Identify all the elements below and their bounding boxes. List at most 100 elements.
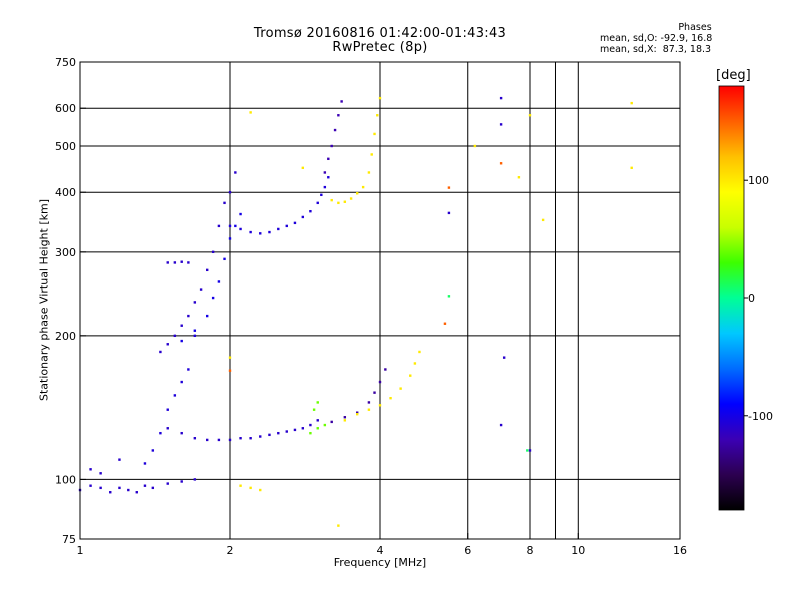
data-point bbox=[409, 374, 412, 377]
data-point bbox=[259, 488, 262, 492]
data-point bbox=[378, 404, 382, 407]
data-point bbox=[151, 449, 155, 452]
page-title: Tromsø 20160816 01:42:00-01:43:43 bbox=[253, 26, 507, 41]
colorbar-ticks-layer: 100 0 -100 bbox=[744, 174, 773, 423]
x-tick-label: 8 bbox=[527, 544, 534, 557]
data-point bbox=[228, 356, 232, 359]
data-point bbox=[340, 100, 343, 103]
data-point bbox=[223, 201, 226, 205]
data-point bbox=[159, 431, 162, 435]
colorbar-tick-label: 0 bbox=[748, 292, 755, 305]
data-point bbox=[173, 394, 177, 397]
data-point bbox=[193, 301, 197, 304]
data-point bbox=[180, 380, 183, 384]
data-point bbox=[239, 484, 242, 487]
colorbar-tick-label: 100 bbox=[748, 174, 769, 187]
data-point bbox=[301, 427, 305, 430]
data-point bbox=[378, 380, 382, 384]
x-tick-label: 16 bbox=[673, 544, 687, 557]
data-point bbox=[528, 114, 532, 117]
data-point bbox=[526, 449, 529, 452]
data-point bbox=[323, 185, 327, 189]
data-point bbox=[499, 162, 503, 165]
data-point bbox=[180, 339, 183, 343]
data-point bbox=[217, 224, 221, 228]
data-point bbox=[239, 212, 242, 216]
data-point bbox=[349, 197, 353, 200]
data-point bbox=[316, 427, 319, 430]
data-point bbox=[187, 261, 190, 264]
data-point bbox=[373, 391, 376, 394]
data-point bbox=[355, 192, 359, 195]
data-point bbox=[367, 408, 371, 411]
data-point bbox=[447, 186, 451, 189]
data-point bbox=[259, 435, 262, 438]
data-point bbox=[517, 176, 521, 179]
data-point bbox=[205, 438, 209, 442]
data-point bbox=[173, 334, 177, 338]
data-point bbox=[193, 478, 197, 481]
data-point bbox=[309, 423, 312, 427]
y-tick-label: 500 bbox=[55, 140, 76, 153]
data-point bbox=[268, 230, 271, 234]
data-point bbox=[180, 260, 183, 263]
data-point bbox=[333, 128, 337, 132]
data-point bbox=[193, 334, 197, 338]
x-axis-label: Frequency [MHz] bbox=[333, 556, 427, 569]
x-ticks-layer: 1 2 4 6 8 10 16 bbox=[77, 533, 687, 557]
y-tick-label: 750 bbox=[55, 56, 76, 69]
x-tick-label: 6 bbox=[464, 544, 471, 557]
data-point bbox=[361, 185, 365, 189]
data-point bbox=[205, 268, 209, 272]
data-point bbox=[316, 401, 319, 404]
colorbar bbox=[718, 85, 745, 511]
colorbar-tick-label: -100 bbox=[748, 410, 773, 423]
data-point bbox=[99, 486, 102, 490]
data-point bbox=[473, 144, 477, 148]
data-point bbox=[166, 427, 169, 430]
data-point bbox=[180, 480, 183, 483]
phases-title: Phases bbox=[678, 22, 712, 33]
data-point bbox=[173, 261, 177, 264]
y-tick-label: 600 bbox=[55, 102, 76, 115]
data-point bbox=[166, 482, 169, 485]
data-point bbox=[249, 437, 252, 440]
data-point bbox=[166, 408, 169, 411]
data-point bbox=[309, 209, 312, 213]
y-tick-label: 200 bbox=[55, 330, 76, 343]
data-point bbox=[309, 431, 312, 435]
y-tick-label: 100 bbox=[55, 473, 76, 486]
data-point bbox=[228, 237, 232, 240]
data-point bbox=[370, 153, 373, 156]
data-point bbox=[327, 176, 330, 179]
data-point bbox=[187, 314, 190, 318]
data-point bbox=[367, 401, 371, 404]
data-point bbox=[323, 171, 327, 174]
y-axis-label: Stationary phase Virtual Height [km] bbox=[37, 198, 51, 402]
data-point bbox=[199, 288, 203, 291]
data-point bbox=[301, 166, 305, 170]
data-point bbox=[367, 171, 371, 174]
data-point bbox=[268, 433, 271, 437]
phases-o-line: mean, sd,O: -92.9, 16.8 bbox=[600, 33, 713, 44]
data-point bbox=[343, 416, 347, 419]
data-point bbox=[327, 157, 330, 161]
data-point bbox=[301, 215, 305, 219]
data-point bbox=[499, 96, 503, 100]
data-point bbox=[211, 250, 215, 254]
data-point bbox=[205, 314, 209, 318]
data-point bbox=[399, 387, 402, 390]
data-point bbox=[118, 458, 121, 461]
data-point bbox=[166, 261, 169, 264]
data-point bbox=[187, 368, 190, 371]
data-point bbox=[378, 96, 382, 100]
data-point bbox=[228, 224, 232, 228]
data-point bbox=[528, 449, 532, 452]
x-tick-label: 4 bbox=[377, 544, 384, 557]
data-point bbox=[217, 438, 221, 442]
data-point bbox=[180, 324, 183, 327]
data-point bbox=[99, 472, 102, 475]
data-point bbox=[418, 350, 421, 354]
data-point bbox=[447, 211, 451, 215]
